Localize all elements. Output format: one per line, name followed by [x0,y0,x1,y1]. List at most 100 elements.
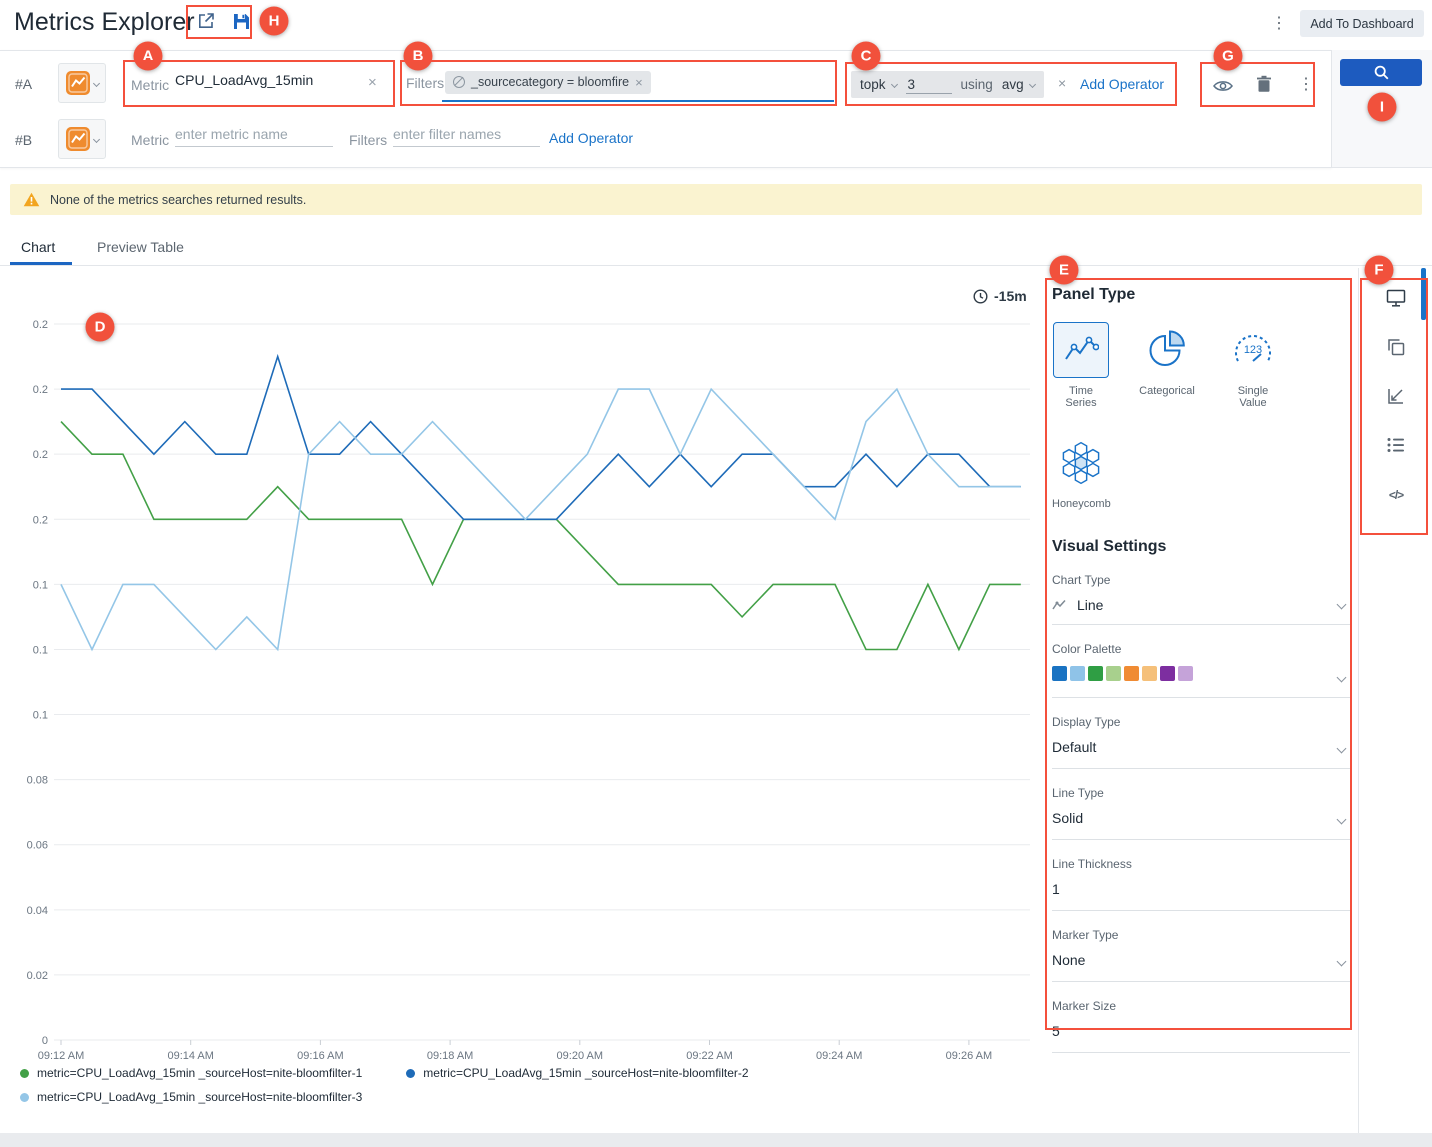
legend-label: metric=CPU_LoadAvg_15min _sourceHost=nit… [423,1066,748,1080]
code-view-icon[interactable]: </> [1382,481,1410,509]
query-row-a-label: #A [15,76,32,92]
query-type-selector-b[interactable] [58,119,106,159]
y-axis-label: 0.2 [33,384,48,396]
query-row-b-label: #B [15,132,32,148]
palette-color-swatch [1088,666,1103,681]
filter-chip[interactable]: _sourcecategory = bloomfire × [445,71,651,94]
add-operator-link-b[interactable]: Add Operator [549,130,633,146]
x-axis-label: 09:14 AM [167,1050,213,1062]
y-axis-label: 0.2 [33,514,48,526]
metric-label-a: Metric [131,77,169,93]
legend-item[interactable]: metric=CPU_LoadAvg_15min _sourceHost=nit… [406,1066,748,1080]
line-type-field[interactable]: Line Type Solid [1052,769,1350,840]
panel-type-honeycomb[interactable]: Honeycomb [1052,435,1110,510]
metric-clear-icon-a[interactable]: × [368,74,377,91]
chevron-down-icon [92,79,99,86]
chevron-down-icon [1337,957,1347,967]
operator-remove-icon[interactable]: × [1058,75,1066,91]
delete-query-trash-icon[interactable] [1256,75,1272,98]
y-axis-label: 0.1 [33,579,48,591]
y-axis-label: 0.04 [27,905,48,917]
x-axis-label: 09:18 AM [427,1050,473,1062]
metrics-chart-icon [66,71,90,95]
add-to-dashboard-button[interactable]: Add To Dashboard [1300,10,1424,37]
add-operator-link-a[interactable]: Add Operator [1080,76,1164,92]
x-axis-label: 09:16 AM [297,1050,343,1062]
y-axis-label: 0 [42,1035,48,1047]
legend-label: metric=CPU_LoadAvg_15min _sourceHost=nit… [37,1066,362,1080]
hexagon-shape [1087,450,1098,463]
operator-using-label: using [961,77,993,92]
exclude-icon [453,76,465,88]
hexagon-shape [1075,457,1086,470]
right-toolbar-divider [1358,268,1359,1133]
warning-icon [23,192,40,207]
panel-type-single-value[interactable]: 123 Single Value [1224,322,1282,409]
panel-settings: Panel Type Time Series Categorical 123 [1052,282,1350,1053]
operator-value-input[interactable]: 3 [906,75,952,94]
query-row-kebab-icon[interactable]: ⋮ [1298,74,1314,94]
page-title: Metrics Explorer [14,8,195,37]
metric-input-a[interactable] [175,72,365,88]
panel-type-time-series[interactable]: Time Series [1052,322,1110,409]
tab-divider [0,265,1432,266]
time-series-chart[interactable]: 00.020.040.060.080.10.10.10.20.20.20.209… [6,292,1038,1068]
warning-text: None of the metrics searches returned re… [50,193,306,207]
chart-type-field[interactable]: Chart Type Line [1052,556,1350,625]
chart-type-value: Line [1077,597,1103,613]
copy-panel-icon[interactable] [1382,333,1410,361]
chart-trend-icon[interactable] [1382,382,1410,410]
line-type-value: Solid [1052,810,1083,826]
y-axis-label: 0.06 [27,840,48,852]
search-button[interactable] [1340,59,1422,86]
legend-item[interactable]: metric=CPU_LoadAvg_15min _sourceHost=nit… [20,1090,362,1104]
toggle-visibility-eye-icon[interactable] [1213,79,1233,98]
save-icon[interactable] [232,12,251,31]
x-axis-label: 09:22 AM [686,1050,732,1062]
legend-item[interactable]: metric=CPU_LoadAvg_15min _sourceHost=nit… [20,1066,362,1080]
chart-type-label: Chart Type [1052,573,1350,587]
operator-select[interactable]: topk [860,77,897,92]
operator-group: topk 3 using avg [851,71,1044,98]
metric-label-b: Metric [131,132,169,148]
line-thickness-value: 1 [1052,881,1060,897]
filters-label-a: Filters [406,75,444,91]
display-type-label: Display Type [1052,715,1350,729]
marker-type-field[interactable]: Marker Type None [1052,911,1350,982]
export-icon[interactable] [196,11,216,31]
filter-chip-remove-icon[interactable]: × [635,75,643,90]
warning-banner: None of the metrics searches returned re… [10,184,1422,215]
chevron-down-icon [1337,815,1347,825]
filters-input-b[interactable] [393,126,540,147]
annotation-marker-h: H [260,7,289,36]
line-type-label: Line Type [1052,786,1350,800]
y-axis-label: 0.1 [33,710,48,722]
hexagon-shape [1063,450,1074,463]
legend-list-icon[interactable] [1382,431,1410,459]
color-palette-field[interactable]: Color Palette [1052,625,1350,698]
operator-aggregation-select[interactable]: avg [1002,77,1035,92]
metric-input-b[interactable] [175,126,333,147]
chevron-down-icon [92,135,99,142]
color-palette-label: Color Palette [1052,642,1350,656]
y-axis-label: 0.2 [33,319,48,331]
legend-label: metric=CPU_LoadAvg_15min _sourceHost=nit… [37,1090,362,1104]
query-type-selector-a[interactable] [58,63,106,103]
tab-preview-table[interactable]: Preview Table [97,239,184,255]
display-view-icon[interactable] [1382,284,1410,312]
operator-name: topk [860,77,886,92]
display-type-field[interactable]: Display Type Default [1052,698,1350,769]
x-axis-label: 09:24 AM [816,1050,862,1062]
time-series-icon [1063,334,1099,366]
y-axis-label: 0.08 [27,775,48,787]
line-thickness-label: Line Thickness [1052,857,1350,871]
line-thickness-field[interactable]: Line Thickness 1 [1052,840,1350,911]
scrollbar-thumb[interactable] [1421,268,1426,320]
marker-size-field[interactable]: Marker Size 5 [1052,982,1350,1053]
panel-type-categorical[interactable]: Categorical [1138,322,1196,409]
hexagon-shape [1075,443,1086,456]
filters-field-a[interactable]: _sourcecategory = bloomfire × [442,64,834,102]
header-icon-group [196,11,251,31]
tab-chart[interactable]: Chart [21,239,55,255]
header-kebab-menu-icon[interactable]: ⋮ [1271,13,1287,33]
